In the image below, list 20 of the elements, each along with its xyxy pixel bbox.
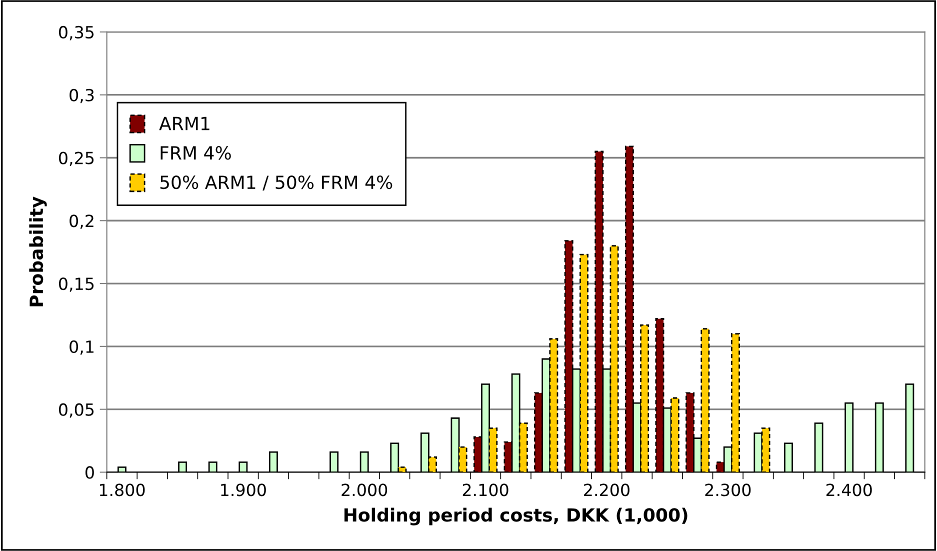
y-tick-label: 0,25 (59, 152, 94, 166)
x-tick-label: 2.400 (826, 484, 872, 496)
x-tick-label: 2.200 (584, 484, 630, 496)
y-tick-label: 0,3 (70, 88, 94, 104)
y-tick-label: 0,1 (70, 340, 94, 355)
y-axis-title: Probability (29, 196, 47, 306)
y-tick-label: 0,05 (59, 403, 94, 418)
x-tick-label: 2.300 (705, 484, 751, 496)
legend-label: ARM1 (159, 116, 210, 130)
x-tick-label: 1.800 (100, 484, 145, 496)
y-tick-label: 0 (86, 466, 94, 479)
legend-label: FRM 4% (160, 146, 231, 160)
y-tick-label: 0,2 (70, 214, 94, 229)
y-tick-label: 0,35 (59, 26, 94, 40)
x-tick-label: 1.900 (221, 484, 266, 496)
legend-label: 50% ARM1 / 50% FRM 4% (160, 175, 392, 191)
x-tick-label: 2.000 (342, 484, 388, 496)
x-axis-title: Holding period costs, DKK (1,000) (344, 508, 688, 526)
y-tick-label: 0,15 (59, 277, 94, 292)
x-tick-label: 2.100 (462, 484, 508, 496)
